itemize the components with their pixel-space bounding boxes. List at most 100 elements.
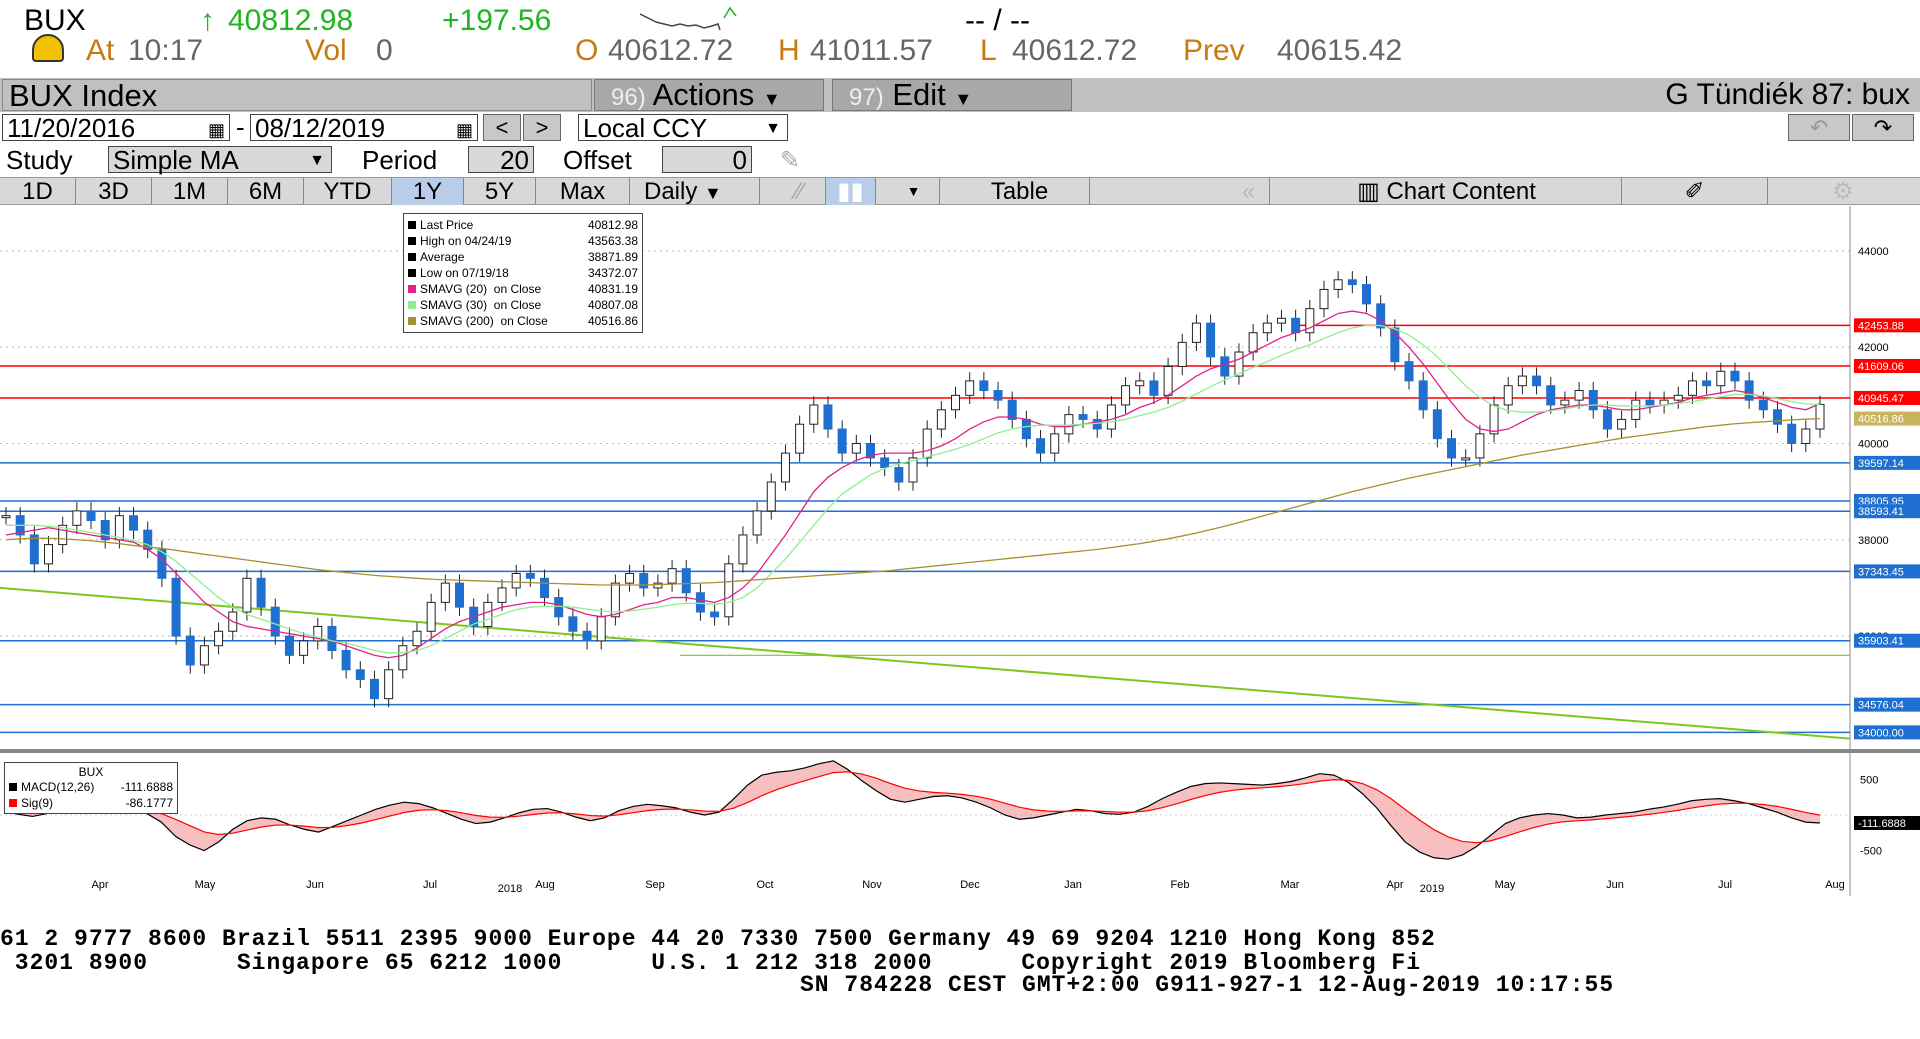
- study-select[interactable]: Simple MA ▼: [108, 146, 332, 173]
- tab-1m[interactable]: 1M: [152, 178, 228, 205]
- candle-body: [837, 428, 847, 454]
- macd-legend-row: MACD(12,26) -111.6888: [9, 779, 173, 795]
- price-label: 40945.47: [1858, 393, 1904, 405]
- end-date-input[interactable]: 08/12/2019 ▦: [250, 114, 478, 141]
- currency-select[interactable]: Local CCY ▼: [578, 114, 788, 141]
- price-label: 35903.41: [1858, 636, 1904, 648]
- candle-body: [1347, 279, 1357, 286]
- x-tick-label: May: [1495, 879, 1516, 891]
- start-date-input[interactable]: 11/20/2016 ▦: [2, 114, 230, 141]
- tab-ytd[interactable]: YTD: [304, 178, 392, 205]
- candle-body: [681, 568, 691, 594]
- candle-body: [483, 601, 493, 627]
- period-tabs: 1D 3D 1M 6M YTD 1Y 5Y Max Daily ▼ ⁄⁄ ▮▮ …: [0, 177, 1920, 205]
- line-chart-icon[interactable]: ⁄⁄: [774, 178, 826, 205]
- legend-swatch: [408, 269, 416, 277]
- price-chart[interactable]: 34000360003800040000420004400042453.8841…: [0, 206, 1920, 896]
- candle-body: [554, 597, 564, 618]
- candle-body: [1234, 351, 1244, 377]
- chart-content-button[interactable]: ▥ Chart Content: [1272, 178, 1622, 205]
- tab-5y[interactable]: 5Y: [464, 178, 536, 205]
- candle-body: [1503, 385, 1513, 406]
- pencil-icon[interactable]: ✎: [780, 147, 801, 174]
- candle-body: [596, 616, 606, 642]
- candle-body: [1744, 380, 1754, 401]
- candle-body: [256, 577, 266, 608]
- legend-label: High on 04/24/19: [420, 234, 512, 248]
- candle-body: [1772, 409, 1782, 425]
- redo-button[interactable]: ↷: [1852, 114, 1914, 141]
- candle-body: [979, 380, 989, 392]
- x-tick-label: Mar: [1281, 879, 1300, 891]
- candle-body: [86, 510, 96, 522]
- gauge-icon[interactable]: [32, 34, 64, 62]
- annotate-icon[interactable]: ✐: [1622, 178, 1768, 205]
- tab-1d[interactable]: 1D: [0, 178, 76, 205]
- macd-legend[interactable]: BUX MACD(12,26) -111.6888 Sig(9) -86.1777: [4, 762, 178, 814]
- tab-max[interactable]: Max: [536, 178, 630, 205]
- tab-1y[interactable]: 1Y: [392, 178, 464, 205]
- undo-button[interactable]: ↶: [1788, 114, 1850, 141]
- candle-body: [1149, 380, 1159, 396]
- candle-body: [1319, 288, 1329, 310]
- chart-type-dropdown[interactable]: ▼: [888, 178, 940, 205]
- chevron-down-icon: ▼: [762, 89, 781, 109]
- price-label-box: [1854, 725, 1920, 740]
- tab-3d[interactable]: 3D: [76, 178, 152, 205]
- price-label-box: [1854, 411, 1920, 426]
- actions-menu[interactable]: 96) Actions ▼: [594, 79, 824, 111]
- candle-chart-icon[interactable]: ▮▮: [826, 178, 876, 205]
- legend-row: Average 38871.89: [408, 249, 638, 265]
- candle-body: [455, 582, 464, 608]
- candle-body: [426, 601, 436, 632]
- candle-body: [894, 467, 904, 483]
- price-label-box: [1854, 359, 1920, 374]
- period-input[interactable]: 20: [468, 146, 534, 173]
- offset-input[interactable]: 0: [662, 146, 752, 173]
- x-tick-label: Dec: [960, 879, 980, 891]
- candle-body: [1007, 399, 1017, 420]
- price-label: 42453.88: [1858, 320, 1904, 332]
- x-tick-label: Aug: [535, 879, 555, 891]
- prev-range-button[interactable]: <: [483, 114, 521, 141]
- high-label: H: [778, 34, 800, 67]
- prev-label: Prev: [1183, 34, 1245, 67]
- candle-body: [880, 457, 890, 469]
- price-label: 40516.86: [1858, 414, 1904, 426]
- next-range-button[interactable]: >: [523, 114, 561, 141]
- frequency-select[interactable]: Daily ▼: [630, 178, 760, 205]
- candle-body: [369, 678, 379, 700]
- candle-body: [1602, 409, 1612, 430]
- legend-row: SMAVG (20) on Close 40831.19: [408, 281, 638, 297]
- prev-value: 40615.42: [1277, 34, 1403, 67]
- candle-body: [1815, 403, 1825, 430]
- sparkline: [640, 6, 737, 31]
- candle-body: [1, 515, 11, 519]
- candle-body: [497, 587, 507, 603]
- security-field[interactable]: BUX Index: [2, 79, 592, 111]
- price-label-box: [1854, 564, 1920, 579]
- candle-body: [1163, 365, 1173, 396]
- table-button[interactable]: Table: [950, 178, 1090, 205]
- candle-body: [270, 606, 280, 637]
- edit-menu[interactable]: 97) Edit ▼: [832, 79, 1072, 111]
- candle-body: [1021, 418, 1031, 440]
- collapse-icon[interactable]: «: [1228, 178, 1270, 205]
- tab-6m[interactable]: 6M: [228, 178, 304, 205]
- candle-body: [1078, 414, 1088, 420]
- calendar-icon[interactable]: ▦: [455, 120, 473, 140]
- price-label: 34000.00: [1858, 727, 1904, 739]
- legend-label: SMAVG (200) on Close: [420, 314, 548, 328]
- up-arrow-icon: ↑: [200, 4, 215, 37]
- candle-body: [625, 572, 635, 584]
- legend-row: High on 04/24/19 43563.38: [408, 233, 638, 249]
- calendar-icon[interactable]: ▦: [207, 120, 225, 140]
- chart-legend[interactable]: Last Price 40812.98 High on 04/24/19 43563.…: [403, 213, 643, 333]
- gear-icon[interactable]: ⚙: [1832, 178, 1854, 205]
- study-label: Study: [6, 145, 73, 175]
- x-tick-label: Jun: [306, 879, 324, 891]
- candle-body: [299, 640, 309, 656]
- price-label: 34576.04: [1858, 700, 1904, 712]
- candle-body: [695, 592, 705, 613]
- candle-body: [1220, 356, 1230, 377]
